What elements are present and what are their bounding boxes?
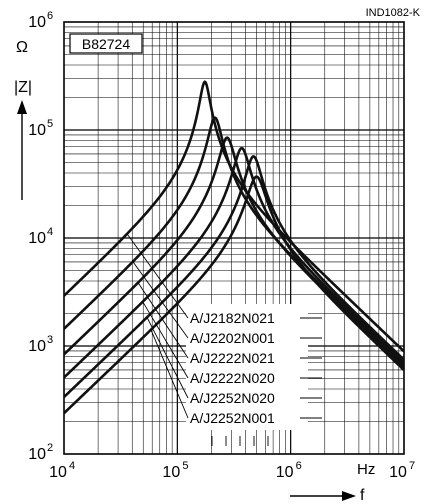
y-tick-label: 10 3	[28, 334, 53, 355]
legend-label: A/J2182N021	[190, 310, 275, 326]
legend-leader-line	[126, 233, 189, 319]
svg-text:2: 2	[47, 442, 53, 454]
svg-text:10: 10	[28, 230, 46, 247]
tick-labels: 10 4 10 5 10 6 10 710 210 310 410 510 6	[28, 10, 415, 481]
x-axis-label: f	[360, 487, 365, 504]
legend-label: A/J2252N001	[190, 410, 275, 426]
series-line	[63, 116, 405, 367]
legend-leader-line	[142, 301, 189, 379]
x-axis-arrow	[290, 491, 356, 501]
svg-text:10: 10	[28, 14, 46, 31]
y-tick-label: 10 5	[28, 118, 53, 139]
svg-text:10: 10	[49, 464, 67, 481]
legend-leader-line	[137, 282, 189, 359]
svg-text:10: 10	[28, 446, 46, 463]
curves	[63, 80, 405, 415]
legend-label: A/J2252N020	[190, 390, 275, 406]
svg-text:10: 10	[276, 464, 294, 481]
legend-label: A/J2222N021	[190, 350, 275, 366]
svg-text:3: 3	[47, 334, 53, 346]
product-label-box	[69, 33, 143, 54]
legend: A/J2182N021 A/J2202N001 A/J2222N021 A/J2222…	[126, 233, 322, 446]
svg-text:5: 5	[47, 118, 53, 130]
y-tick-label: 10 6	[28, 10, 53, 31]
legend-label: A/J2202N001	[190, 330, 275, 346]
x-tick-label: 10 7	[389, 460, 415, 481]
legend-label: A/J2222N020	[190, 370, 275, 386]
y-axis-arrow	[17, 100, 27, 200]
plot-frame	[63, 21, 405, 455]
svg-text:10: 10	[162, 464, 180, 481]
legend-leader-line	[146, 317, 189, 399]
x-tick-label: 10 5	[162, 460, 188, 481]
figure-id: IND1082-K	[366, 7, 421, 19]
y-axis-unit: Ω	[16, 39, 28, 56]
legend-leader-line	[150, 329, 189, 419]
svg-text:5: 5	[182, 460, 188, 472]
product-label: B82724	[82, 36, 130, 52]
x-tick-label: 10 4	[49, 460, 75, 481]
x-tick-label: 10 6	[276, 460, 302, 481]
y-tick-label: 10 4	[28, 226, 53, 247]
legend-leader-line	[132, 261, 189, 339]
x-axis-unit: Hz	[357, 461, 375, 478]
y-axis-label: |Z|	[14, 79, 32, 96]
series-line	[63, 155, 405, 398]
y-tick-label: 10 2	[28, 442, 53, 463]
svg-text:4: 4	[69, 460, 75, 472]
legend-background	[186, 304, 308, 430]
svg-text:7: 7	[409, 460, 415, 472]
series-line	[63, 146, 405, 379]
series-line	[63, 175, 405, 415]
series-line	[63, 136, 405, 369]
svg-text:4: 4	[47, 226, 53, 238]
svg-text:10: 10	[28, 122, 46, 139]
svg-text:6: 6	[296, 460, 302, 472]
svg-text:10: 10	[28, 338, 46, 355]
svg-text:10: 10	[389, 464, 407, 481]
svg-text:6: 6	[47, 10, 53, 22]
